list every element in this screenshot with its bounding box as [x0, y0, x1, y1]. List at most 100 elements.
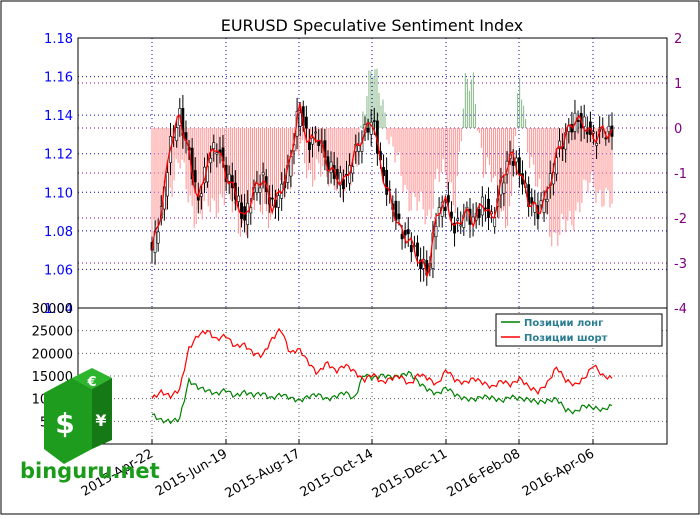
- candle-body: [434, 226, 438, 238]
- positions-tick-label: 30000: [32, 302, 73, 317]
- candle-body: [517, 157, 521, 175]
- candle-body: [261, 172, 265, 176]
- positions-axis-ticks: 50001000015000200002500030000: [32, 302, 73, 430]
- candle-body: [308, 142, 311, 151]
- candle-body: [258, 187, 262, 193]
- candle-body: [582, 116, 586, 127]
- ssi-tick-label: 0: [674, 122, 682, 137]
- long-positions-line: [151, 370, 613, 425]
- price-tick-label: 1.12: [44, 148, 73, 163]
- candle-body: [215, 152, 219, 155]
- logo-cube-top: [72, 368, 112, 389]
- candle-body: [604, 137, 608, 140]
- candle-body: [382, 167, 385, 176]
- candle-body: [271, 197, 274, 200]
- candle-body: [514, 157, 518, 163]
- positions-tick-label: 15000: [32, 370, 73, 385]
- positions-tick-label: 20000: [32, 347, 73, 362]
- candle-body: [558, 140, 561, 149]
- ssi-tick-label: -2: [674, 212, 687, 227]
- candle-body: [227, 173, 231, 182]
- logo-yen-symbol: ¥: [95, 411, 106, 430]
- candle-body: [156, 231, 160, 244]
- candle-body: [366, 127, 370, 133]
- candle-body: [456, 218, 460, 221]
- top-panel-grid: [78, 37, 667, 309]
- candle-body: [502, 182, 506, 194]
- candle-body: [298, 112, 302, 127]
- candle-body: [484, 207, 487, 210]
- candle-body: [545, 198, 549, 203]
- candle-body: [311, 137, 314, 145]
- logo-text: binguru.net: [20, 459, 160, 483]
- candle-body: [240, 202, 243, 219]
- candle-body: [530, 197, 534, 204]
- candle-body: [199, 193, 203, 197]
- candle-body: [419, 259, 422, 270]
- price-tick-label: 1.06: [44, 263, 73, 278]
- candle-body: [477, 209, 481, 218]
- positions-tick-label: 25000: [32, 325, 73, 340]
- chart-title: EURUSD Speculative Sentiment Index: [221, 16, 524, 35]
- candle-body: [397, 213, 401, 220]
- candle-body: [357, 145, 361, 152]
- candle-body: [487, 198, 490, 218]
- candle-body: [539, 200, 543, 206]
- logo-cube-left: [44, 378, 92, 464]
- candle-body: [400, 233, 404, 240]
- ssi-axis-ticks: -4 -3 -2 -1 0 1 2: [674, 32, 687, 317]
- ssi-histogram: [151, 68, 613, 247]
- candle-body: [459, 224, 463, 227]
- logo-cube-right: [92, 378, 112, 449]
- candle-body: [237, 195, 240, 202]
- candle-body: [246, 202, 250, 225]
- price-tick-label: 1.08: [44, 225, 73, 240]
- candle-body: [555, 157, 558, 175]
- candle-body: [406, 229, 410, 235]
- ssi-tick-label: -3: [674, 257, 687, 272]
- binguru-logo: € $ ¥ binguru.net: [20, 368, 160, 483]
- candle-body: [409, 245, 413, 253]
- candle-body: [338, 172, 342, 186]
- price-axis-ticks: 1.04 1.06 1.08 1.10 1.12 1.14 1.16 1.18: [44, 32, 73, 317]
- candle-body: [175, 127, 179, 141]
- price-tick-label: 1.10: [44, 186, 73, 201]
- ssi-tick-label: 2: [674, 32, 682, 47]
- ssi-tick-label: -4: [674, 302, 687, 317]
- candle-body: [209, 157, 213, 164]
- candle-body: [493, 217, 497, 227]
- price-tick-label: 1.16: [44, 71, 73, 86]
- candle-body: [403, 230, 407, 236]
- candle-body: [443, 207, 447, 212]
- candle-body: [255, 183, 259, 193]
- legend-long-label: Позиции лонг: [524, 318, 603, 329]
- short-positions-line: [151, 327, 613, 400]
- legend-short-label: Позиции шорт: [524, 333, 608, 344]
- candle-body: [212, 142, 216, 149]
- price-line: [151, 102, 613, 279]
- candle-body: [446, 195, 450, 203]
- candle-body: [450, 211, 453, 219]
- candle-body: [193, 170, 197, 183]
- candle-body: [576, 120, 580, 122]
- legend: Позиции лонг Позиции шорт: [495, 313, 663, 347]
- candle-body: [607, 125, 611, 132]
- candle-body: [277, 195, 280, 208]
- candle-body: [166, 172, 169, 197]
- candle-body: [453, 222, 456, 234]
- candle-body: [342, 179, 345, 190]
- candle-body: [595, 142, 598, 146]
- candle-body: [304, 116, 308, 129]
- price-tick-label: 1.04: [44, 302, 73, 317]
- candle-body: [416, 242, 419, 257]
- ssi-tick-label: 1: [674, 77, 682, 92]
- logo-euro-symbol: €: [86, 375, 96, 390]
- ssi-tick-label: -1: [674, 167, 687, 182]
- candle-body: [511, 161, 515, 166]
- price-tick-label: 1.18: [44, 32, 73, 47]
- candle-body: [314, 131, 318, 134]
- candle-body: [372, 120, 376, 122]
